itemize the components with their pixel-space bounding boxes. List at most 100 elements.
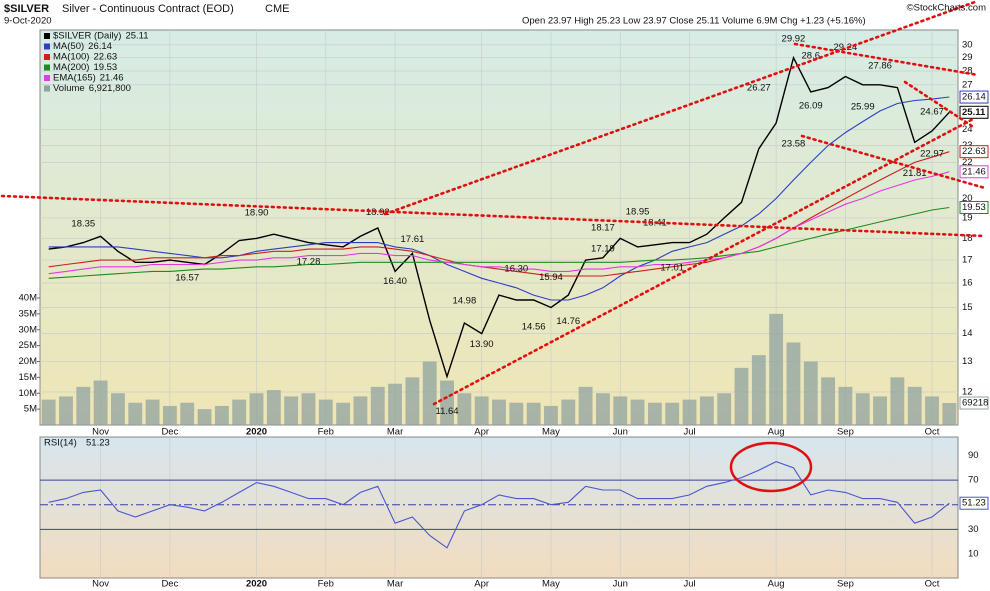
y-tick-label: 22 (962, 157, 973, 168)
legend-name: MA(200) (53, 62, 89, 73)
y2-tick-label: 15M (19, 372, 38, 383)
x-tick-label: Jul (683, 579, 695, 590)
price-annotation: 18.90 (245, 207, 269, 218)
volume-bar (41, 399, 56, 425)
legend-name: EMA(165) (53, 73, 96, 84)
volume-bar (214, 405, 229, 425)
y-tick-label: 90 (968, 450, 979, 461)
volume-bar (630, 399, 645, 425)
volume-bar (76, 386, 91, 425)
series-line (48, 206, 950, 279)
y-tick-label: 17 (962, 255, 973, 266)
volume-bar (665, 402, 680, 425)
rsi-title: RSI(14) (44, 438, 77, 449)
price-annotation: 25.99 (851, 102, 875, 113)
trend-line (793, 42, 980, 77)
trend-line (0, 194, 987, 238)
volume-bar (492, 399, 506, 425)
y2-tick-label: 10M (19, 388, 38, 399)
x-tick-label: Sep (837, 427, 854, 438)
volume-bar (353, 396, 368, 425)
volume-bar (734, 367, 749, 425)
price-annotation: 23.58 (782, 139, 806, 150)
volume-bar (751, 355, 766, 425)
highlight-circle (729, 441, 813, 493)
x-tick-label: Feb (318, 579, 334, 590)
volume-bar (544, 405, 558, 425)
x-tick-label: Mar (387, 427, 403, 438)
value-tag-box (959, 200, 989, 214)
volume-bar (595, 393, 610, 425)
price-annotation: 14.76 (556, 316, 580, 327)
price-annotation: 22.97 (920, 149, 944, 160)
rsi-value: 51.23 (86, 438, 110, 449)
volume-bar (388, 383, 403, 425)
y-tick-label: 20 (962, 193, 973, 204)
volume-bar (561, 399, 576, 425)
x-tick-label: Oct (925, 579, 940, 590)
price-annotation: 14.56 (522, 321, 546, 332)
volume-bar (942, 403, 957, 425)
x-tick-label: Aug (768, 427, 785, 438)
legend-name: Volume (53, 83, 85, 94)
description: Silver - Continuous Contract (EOD) (62, 3, 234, 15)
volume-bar (838, 386, 853, 425)
y2-tick-label: 20M (19, 356, 38, 367)
price-annotation: 18.95 (626, 206, 650, 217)
x-tick-label: Jun (613, 579, 628, 590)
volume-bar (128, 402, 143, 425)
volume-bar (526, 402, 541, 425)
trend-line (800, 134, 987, 190)
value-tag: 69218 (962, 398, 988, 409)
y2-tick-label: 5M (24, 404, 37, 415)
volume-bar (509, 402, 524, 425)
volume-bar (890, 377, 905, 425)
volume-bar (232, 399, 247, 425)
y-tick-label: 14 (962, 328, 973, 339)
volume-bar (647, 402, 662, 425)
series-line (48, 461, 950, 549)
value-tag: 51.23 (962, 498, 986, 509)
value-tag: 19.53 (962, 202, 986, 213)
y-tick-label: 24 (962, 124, 973, 135)
volume-bar (422, 361, 437, 425)
value-tag-box (959, 165, 989, 179)
trend-line (432, 116, 977, 406)
y-tick-label: 70 (968, 475, 979, 486)
price-annotation: 26.09 (799, 100, 823, 111)
value-tag: 26.14 (962, 92, 986, 103)
x-tick-label: Jun (613, 427, 628, 438)
y2-tick-label: 30M (19, 324, 38, 335)
x-tick-label: Apr (474, 579, 489, 590)
legend-value: 6,921,800 (89, 83, 131, 94)
price-annotation: 28.6 (802, 50, 821, 61)
quote: Open 23.97 High 25.23 Low 23.97 Close 25… (522, 16, 866, 27)
legend-swatch (44, 33, 50, 39)
x-tick-label: Mar (387, 579, 403, 590)
volume-bar (457, 393, 472, 425)
value-tag: 21.46 (962, 166, 986, 177)
volume-bar (873, 396, 887, 425)
price-annotation: 21.81 (903, 168, 927, 179)
volume-bar (474, 396, 489, 425)
volume-bar (907, 386, 922, 425)
volume-bar (284, 396, 299, 425)
x-tick-label: 2020 (246, 579, 267, 590)
price-annotation: 18.17 (591, 222, 615, 233)
x-tick-label: May (542, 427, 560, 438)
x-tick-label: Oct (925, 427, 940, 438)
volume-bar (249, 393, 264, 425)
volume-bar (769, 313, 784, 425)
volume-bar (405, 377, 420, 425)
volume-bar (59, 396, 73, 425)
rsi-panel (39, 436, 959, 579)
price-annotation: 17.01 (660, 262, 684, 273)
plot-layer: Nov Nov Dec Dec 2020 2020 Feb Feb Mar Mar Apr Apr Ma… (19, 30, 989, 590)
trend-line (903, 80, 977, 130)
x-tick-label: May (542, 579, 560, 590)
y-tick-label: 16 (962, 278, 973, 289)
x-tick-label: Nov (92, 579, 109, 590)
volume-bar (336, 402, 351, 425)
price-annotation: 14.98 (452, 296, 476, 307)
price-annotation: 13.90 (470, 339, 494, 350)
